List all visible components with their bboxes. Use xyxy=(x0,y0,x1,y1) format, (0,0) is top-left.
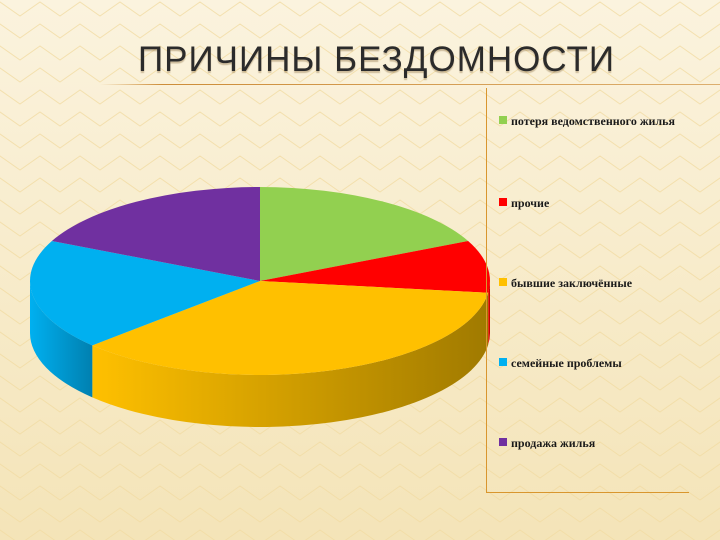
slice-family-problems-side xyxy=(29,281,93,398)
legend-label: прочие xyxy=(511,196,550,210)
slice-other-side xyxy=(488,281,490,345)
slice-housing-sale xyxy=(51,187,261,281)
pie-sides xyxy=(29,281,490,427)
legend-swatch xyxy=(499,116,507,124)
slide-title: ПРИЧИНЫ БЕЗДОМНОСТИ xyxy=(138,40,616,79)
legend-item-family-problems: семейные проблемы xyxy=(499,354,684,372)
legend-swatch xyxy=(499,278,507,286)
legend-swatch xyxy=(499,358,507,366)
slice-ex-prisoners-side xyxy=(92,292,489,427)
legend-item-lost-housing: потеря ведомственного жилья xyxy=(499,112,684,130)
legend-swatch xyxy=(499,198,507,206)
slice-ex-prisoners xyxy=(92,281,489,376)
slice-lost-housing xyxy=(260,187,469,281)
title-underline xyxy=(100,84,720,85)
slice-family-problems xyxy=(29,240,260,346)
legend-label: продажа жилья xyxy=(511,436,596,450)
legend-label: потеря ведомственного жилья xyxy=(511,114,675,128)
pie-top xyxy=(29,187,490,376)
legend-item-ex-prisoners: бывшие заключённые xyxy=(499,274,684,292)
chart-legend: потеря ведомственного жилья прочие бывши… xyxy=(486,88,689,493)
legend-item-housing-sale: продажа жилья xyxy=(499,434,684,452)
legend-item-other: прочие xyxy=(499,194,684,212)
legend-swatch xyxy=(499,438,507,446)
slice-other xyxy=(260,240,490,293)
legend-label: семейные проблемы xyxy=(511,356,622,370)
legend-label: бывшие заключённые xyxy=(511,276,633,290)
